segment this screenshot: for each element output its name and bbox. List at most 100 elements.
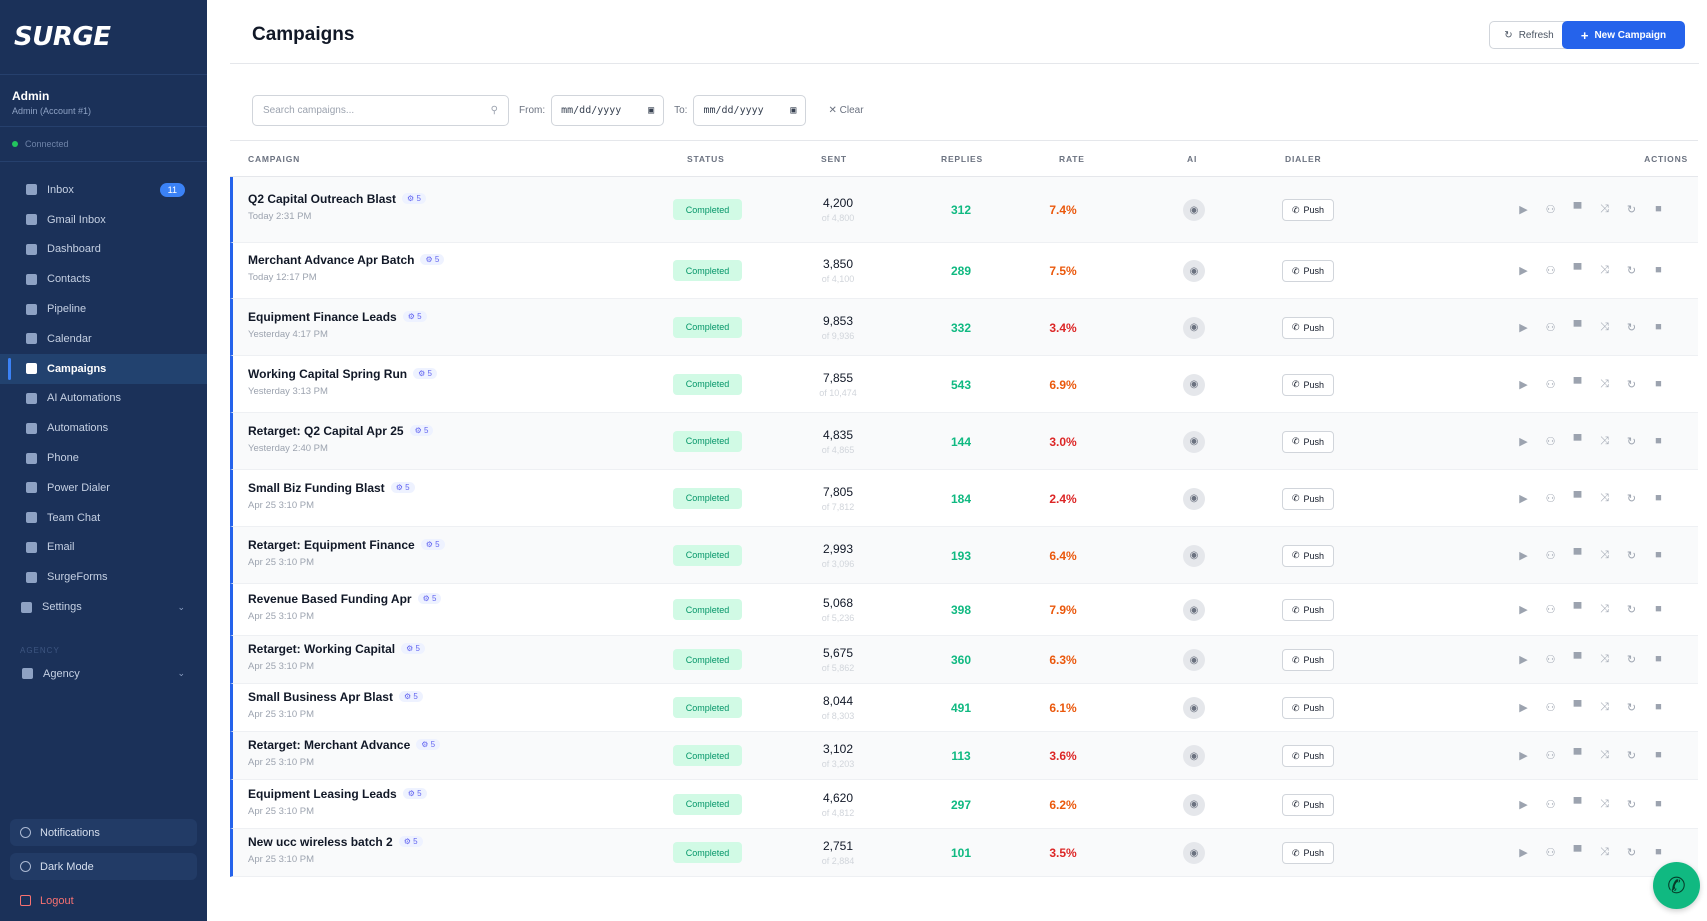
table-row[interactable]: New ucc wireless batch 2 ⚙ 5 Apr 25 3:10 P… <box>230 829 1698 877</box>
play-icon[interactable]: ▶ <box>1519 321 1528 334</box>
push-button[interactable]: ✆ Push <box>1282 260 1334 282</box>
chart-icon[interactable]: ▀ <box>1573 653 1582 665</box>
play-icon[interactable]: ▶ <box>1519 750 1528 762</box>
play-icon[interactable]: ▶ <box>1519 549 1528 562</box>
campaign-name[interactable]: Small Business Apr Blast ⚙ 5 <box>248 690 423 704</box>
trash-icon[interactable]: ■ <box>1655 320 1662 333</box>
table-row[interactable]: Equipment Finance Leads ⚙ 5 Yesterday 4:17… <box>230 299 1698 356</box>
campaign-name[interactable]: Merchant Advance Apr Batch ⚙ 5 <box>248 253 445 267</box>
trash-icon[interactable]: ■ <box>1655 377 1662 390</box>
sidebar-item-contacts[interactable]: Contacts <box>0 264 207 294</box>
chart-icon[interactable]: ▀ <box>1573 320 1582 333</box>
push-button[interactable]: ✆ Push <box>1282 544 1334 567</box>
refresh-icon[interactable]: ↻ <box>1626 604 1637 616</box>
sidebar-item-calendar[interactable]: Calendar <box>0 324 207 354</box>
play-icon[interactable]: ▶ <box>1519 847 1528 859</box>
users-icon[interactable]: ⚇ <box>1545 265 1556 277</box>
users-icon[interactable]: ⚇ <box>1545 492 1556 505</box>
robot-icon[interactable]: ◉ <box>1183 599 1205 621</box>
chart-icon[interactable]: ▀ <box>1573 548 1582 561</box>
users-icon[interactable]: ⚇ <box>1545 702 1556 714</box>
refresh-icon[interactable]: ↻ <box>1626 492 1637 505</box>
shuffle-icon[interactable]: ⤨ <box>1600 264 1609 276</box>
robot-icon[interactable]: ◉ <box>1183 260 1205 282</box>
trash-icon[interactable]: ■ <box>1655 653 1662 665</box>
robot-icon[interactable]: ◉ <box>1183 697 1205 719</box>
robot-icon[interactable]: ◉ <box>1183 373 1205 396</box>
push-button[interactable]: ✆ Push <box>1282 697 1334 719</box>
refresh-icon[interactable]: ↻ <box>1626 654 1637 666</box>
users-icon[interactable]: ⚇ <box>1545 798 1556 811</box>
trash-icon[interactable]: ■ <box>1655 603 1662 615</box>
play-icon[interactable]: ▶ <box>1519 654 1528 666</box>
chart-icon[interactable]: ▀ <box>1573 203 1582 215</box>
refresh-icon[interactable]: ↻ <box>1626 798 1637 811</box>
search-input[interactable]: Search campaigns... ⚲ <box>252 95 509 126</box>
shuffle-icon[interactable]: ⤨ <box>1600 603 1609 615</box>
robot-icon[interactable]: ◉ <box>1183 544 1205 567</box>
sidebar-item-gmail-inbox[interactable]: Gmail Inbox <box>0 205 207 235</box>
trash-icon[interactable]: ■ <box>1655 797 1662 810</box>
push-button[interactable]: ✆ Push <box>1282 373 1334 396</box>
campaign-name[interactable]: Equipment Leasing Leads ⚙ 5 <box>248 787 427 801</box>
robot-icon[interactable]: ◉ <box>1183 745 1205 767</box>
notifications-button[interactable]: Notifications <box>10 819 197 846</box>
refresh-icon[interactable]: ↻ <box>1626 435 1637 448</box>
table-row[interactable]: Retarget: Q2 Capital Apr 25 ⚙ 5 Yesterday … <box>230 413 1698 470</box>
push-button[interactable]: ✆ Push <box>1282 745 1334 767</box>
shuffle-icon[interactable]: ⤨ <box>1600 434 1609 447</box>
table-row[interactable]: Small Business Apr Blast ⚙ 5 Apr 25 3:10 P… <box>230 684 1698 732</box>
trash-icon[interactable]: ■ <box>1655 548 1662 561</box>
trash-icon[interactable]: ■ <box>1655 701 1662 713</box>
campaign-name[interactable]: Revenue Based Funding Apr ⚙ 5 <box>248 592 442 606</box>
sidebar-item-inbox[interactable]: Inbox 11 <box>0 175 207 205</box>
refresh-icon[interactable]: ↻ <box>1626 321 1637 334</box>
shuffle-icon[interactable]: ⤨ <box>1600 749 1609 761</box>
push-button[interactable]: ✆ Push <box>1282 430 1334 453</box>
trash-icon[interactable]: ■ <box>1655 264 1662 276</box>
campaign-name[interactable]: Small Biz Funding Blast ⚙ 5 <box>248 481 415 495</box>
sidebar-item-email[interactable]: Email <box>0 533 207 563</box>
table-row[interactable]: Retarget: Equipment Finance ⚙ 5 Apr 25 3:1… <box>230 527 1698 584</box>
brand-logo[interactable]: SURGE <box>0 0 207 75</box>
campaign-name[interactable]: Retarget: Equipment Finance ⚙ 5 <box>248 538 445 552</box>
from-date-input[interactable]: mm/dd/yyyy ▣ <box>551 95 665 126</box>
sidebar-item-settings[interactable]: Settings ⌄ <box>0 592 207 622</box>
shuffle-icon[interactable]: ⤨ <box>1600 653 1609 665</box>
phone-fab-button[interactable]: ✆ <box>1653 862 1700 909</box>
shuffle-icon[interactable]: ⤨ <box>1600 846 1609 858</box>
push-button[interactable]: ✆ Push <box>1282 842 1334 864</box>
robot-icon[interactable]: ◉ <box>1183 649 1205 671</box>
refresh-icon[interactable]: ↻ <box>1626 549 1637 562</box>
users-icon[interactable]: ⚇ <box>1545 435 1556 448</box>
chart-icon[interactable]: ▀ <box>1573 264 1582 276</box>
campaign-name[interactable]: Retarget: Merchant Advance ⚙ 5 <box>248 738 441 752</box>
campaign-name[interactable]: Retarget: Q2 Capital Apr 25 ⚙ 5 <box>248 424 434 438</box>
sidebar-item-phone[interactable]: Phone <box>0 443 207 473</box>
sidebar-item-agency[interactable]: Agency ⌄ <box>0 659 207 689</box>
table-row[interactable]: Q2 Capital Outreach Blast ⚙ 5 Today 2:31 P… <box>230 177 1698 243</box>
sidebar-item-pipeline[interactable]: Pipeline <box>0 294 207 324</box>
shuffle-icon[interactable]: ⤨ <box>1600 701 1609 713</box>
shuffle-icon[interactable]: ⤨ <box>1600 797 1609 810</box>
robot-icon[interactable]: ◉ <box>1183 316 1205 339</box>
chart-icon[interactable]: ▀ <box>1573 603 1582 615</box>
push-button[interactable]: ✆ Push <box>1282 649 1334 671</box>
push-button[interactable]: ✆ Push <box>1282 316 1334 339</box>
shuffle-icon[interactable]: ⤨ <box>1600 491 1609 504</box>
trash-icon[interactable]: ■ <box>1655 846 1662 858</box>
shuffle-icon[interactable]: ⤨ <box>1600 377 1609 390</box>
new-campaign-button[interactable]: + New Campaign <box>1562 21 1685 49</box>
refresh-icon[interactable]: ↻ <box>1626 847 1637 859</box>
users-icon[interactable]: ⚇ <box>1545 549 1556 562</box>
users-icon[interactable]: ⚇ <box>1545 204 1556 216</box>
trash-icon[interactable]: ■ <box>1655 434 1662 447</box>
play-icon[interactable]: ▶ <box>1519 702 1528 714</box>
table-row[interactable]: Small Biz Funding Blast ⚙ 5 Apr 25 3:10 PM… <box>230 470 1698 527</box>
play-icon[interactable]: ▶ <box>1519 265 1528 277</box>
refresh-icon[interactable]: ↻ <box>1626 378 1637 391</box>
push-button[interactable]: ✆ Push <box>1282 487 1334 510</box>
chart-icon[interactable]: ▀ <box>1573 491 1582 504</box>
sidebar-item-campaigns[interactable]: Campaigns <box>0 353 207 384</box>
users-icon[interactable]: ⚇ <box>1545 321 1556 334</box>
